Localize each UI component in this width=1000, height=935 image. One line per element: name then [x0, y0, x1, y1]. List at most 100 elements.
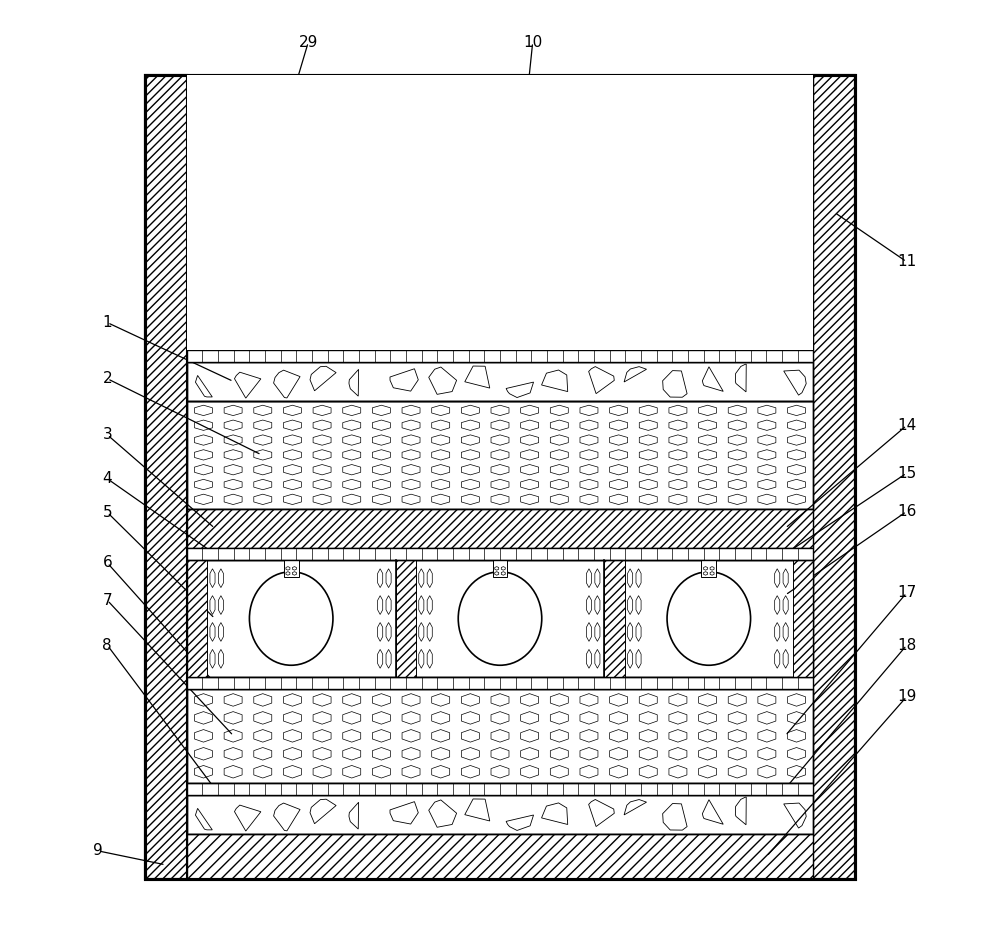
Polygon shape — [501, 567, 505, 570]
Polygon shape — [195, 376, 212, 397]
Text: 9: 9 — [93, 843, 103, 858]
Polygon shape — [788, 495, 806, 505]
Polygon shape — [728, 694, 746, 706]
Polygon shape — [550, 712, 568, 725]
Polygon shape — [521, 450, 539, 460]
Polygon shape — [699, 450, 717, 460]
Polygon shape — [343, 729, 361, 742]
Text: 1: 1 — [102, 315, 112, 330]
Polygon shape — [728, 495, 746, 505]
Polygon shape — [274, 370, 300, 398]
Polygon shape — [419, 650, 424, 669]
Polygon shape — [758, 712, 776, 725]
Polygon shape — [550, 747, 568, 760]
Polygon shape — [491, 435, 509, 445]
Polygon shape — [372, 435, 390, 445]
Polygon shape — [313, 405, 331, 415]
Polygon shape — [343, 766, 361, 778]
Polygon shape — [589, 799, 614, 827]
Polygon shape — [194, 495, 212, 505]
Text: 14: 14 — [897, 418, 916, 433]
Polygon shape — [224, 495, 242, 505]
Polygon shape — [313, 435, 331, 445]
Polygon shape — [704, 571, 708, 575]
Polygon shape — [775, 568, 780, 587]
Bar — [187, 560, 813, 677]
Text: 19: 19 — [897, 689, 916, 704]
Text: 5: 5 — [102, 505, 112, 520]
Polygon shape — [636, 596, 641, 614]
Polygon shape — [427, 650, 432, 669]
Polygon shape — [461, 766, 479, 778]
Polygon shape — [210, 596, 215, 614]
Polygon shape — [699, 405, 717, 415]
Polygon shape — [234, 372, 261, 398]
Polygon shape — [313, 465, 331, 475]
Polygon shape — [343, 465, 361, 475]
Bar — [187, 350, 813, 362]
Polygon shape — [702, 799, 723, 825]
Polygon shape — [432, 747, 450, 760]
Text: 16: 16 — [897, 504, 916, 519]
Polygon shape — [254, 729, 272, 742]
Polygon shape — [224, 694, 242, 706]
Polygon shape — [402, 405, 420, 415]
Polygon shape — [669, 766, 687, 778]
Polygon shape — [491, 450, 509, 460]
Polygon shape — [313, 712, 331, 725]
Polygon shape — [639, 729, 657, 742]
Polygon shape — [710, 571, 714, 575]
Polygon shape — [386, 623, 391, 641]
Polygon shape — [783, 596, 788, 614]
Polygon shape — [521, 405, 539, 415]
Bar — [187, 401, 813, 509]
Polygon shape — [378, 568, 383, 587]
Polygon shape — [501, 571, 505, 575]
Bar — [396, 560, 416, 677]
Bar — [187, 689, 813, 783]
Polygon shape — [542, 803, 568, 825]
Polygon shape — [775, 650, 780, 669]
Polygon shape — [461, 450, 479, 460]
Polygon shape — [349, 369, 359, 396]
Polygon shape — [628, 623, 633, 641]
Polygon shape — [495, 571, 499, 575]
Polygon shape — [610, 766, 628, 778]
Polygon shape — [550, 495, 568, 505]
Polygon shape — [610, 747, 628, 760]
Polygon shape — [580, 712, 598, 725]
Polygon shape — [283, 405, 301, 415]
Polygon shape — [788, 729, 806, 742]
Polygon shape — [542, 370, 568, 392]
Bar — [187, 783, 813, 795]
Polygon shape — [639, 405, 657, 415]
Polygon shape — [702, 367, 723, 392]
Polygon shape — [728, 729, 746, 742]
Polygon shape — [194, 450, 212, 460]
Polygon shape — [586, 596, 592, 614]
Polygon shape — [699, 766, 717, 778]
Polygon shape — [419, 596, 424, 614]
Polygon shape — [624, 799, 647, 815]
Polygon shape — [194, 435, 212, 445]
Polygon shape — [521, 729, 539, 742]
Polygon shape — [639, 435, 657, 445]
Polygon shape — [610, 420, 628, 430]
Bar — [187, 362, 813, 401]
Polygon shape — [610, 405, 628, 415]
Polygon shape — [595, 623, 600, 641]
Polygon shape — [343, 405, 361, 415]
Bar — [187, 401, 813, 509]
Polygon shape — [491, 495, 509, 505]
Polygon shape — [461, 405, 479, 415]
Polygon shape — [372, 766, 390, 778]
Polygon shape — [343, 712, 361, 725]
Polygon shape — [194, 465, 212, 475]
Bar — [187, 689, 813, 783]
Polygon shape — [610, 450, 628, 460]
Polygon shape — [663, 370, 687, 397]
Polygon shape — [461, 465, 479, 475]
Polygon shape — [735, 797, 746, 825]
Bar — [187, 362, 813, 401]
Polygon shape — [550, 694, 568, 706]
